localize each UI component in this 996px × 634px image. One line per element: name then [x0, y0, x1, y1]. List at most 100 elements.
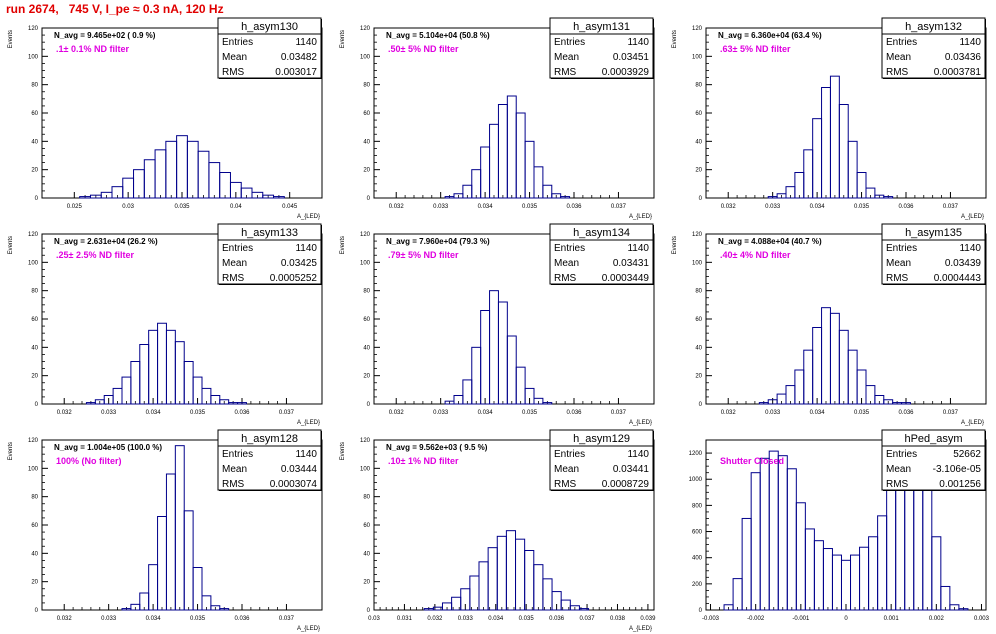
- histogram-bin: [931, 536, 942, 611]
- y-tick-label: 120: [360, 26, 371, 32]
- histogram-bin: [176, 135, 188, 199]
- histogram-bin: [487, 547, 498, 611]
- x-tick-label: 0.033: [433, 410, 449, 416]
- y-tick-label: 80: [31, 289, 38, 295]
- histogram-h_asym131: 0 20 40 60 80 100 120 0.032 0.033 0.034 0.035 0.036…: [340, 17, 655, 220]
- filter-label: .1± 0.1% ND filter: [56, 44, 129, 54]
- stats-box: [217, 223, 322, 285]
- filter-label: .63± 5% ND filter: [720, 44, 791, 54]
- y-tick-label: 400: [692, 556, 703, 562]
- x-tick-label: 0.04: [230, 204, 242, 210]
- histogram-bin: [868, 536, 879, 611]
- histogram-bin: [201, 595, 212, 611]
- stats-value: 0.001256: [939, 479, 981, 490]
- stats-title: hPed_asym: [904, 433, 962, 445]
- x-tick-label: 0.038: [610, 616, 626, 622]
- stats-title: h_asym132: [905, 21, 962, 33]
- stats-value: 0.03441: [613, 464, 650, 475]
- histogram-bin: [812, 118, 823, 199]
- n-avg-label: N_avg = 2.631e+04 (26.2 %): [54, 237, 158, 246]
- histogram-bin: [883, 196, 894, 199]
- histogram-bin: [471, 169, 482, 199]
- histogram-bin: [533, 397, 544, 405]
- stats-label: RMS: [554, 479, 577, 490]
- histogram-bin: [560, 599, 571, 611]
- x-tick-label: 0.032: [389, 204, 405, 210]
- histogram-bin: [901, 402, 911, 405]
- stats-label: Mean: [554, 52, 579, 63]
- y-tick-label: 20: [363, 580, 370, 586]
- histogram-bin: [838, 104, 849, 199]
- y-tick-label: 40: [363, 345, 370, 351]
- y-axis-title: Events: [8, 30, 14, 48]
- y-tick-label: 60: [363, 523, 370, 529]
- histogram-bin: [469, 575, 480, 611]
- histogram-bin: [794, 172, 805, 199]
- y-tick-label: 80: [363, 495, 370, 501]
- x-tick-label: 0.035: [522, 410, 538, 416]
- stats-value: 1140: [295, 37, 317, 48]
- y-tick-label: 0: [35, 608, 39, 614]
- histogram-bin: [192, 567, 203, 611]
- x-tick-label: 0.035: [190, 616, 206, 622]
- stats-label: RMS: [554, 273, 577, 284]
- x-tick-label: 0.003: [974, 616, 990, 622]
- stats-value: 0.03451: [613, 52, 650, 63]
- histogram-bin: [208, 162, 221, 199]
- x-tick-label: 0.033: [458, 616, 474, 622]
- y-tick-label: 0: [35, 402, 39, 408]
- histogram-bin: [777, 455, 788, 611]
- histogram-bin: [148, 564, 159, 611]
- y-tick-label: 20: [31, 580, 38, 586]
- y-tick-label: 40: [31, 139, 38, 145]
- histogram-bin: [219, 608, 230, 611]
- y-tick-label: 0: [699, 608, 703, 614]
- stats-title: h_asym134: [573, 227, 630, 239]
- stats-value: 0.0005252: [270, 273, 318, 284]
- histogram-bin: [578, 608, 590, 611]
- stats-box: [549, 223, 654, 285]
- x-axis-title: A_{LED}: [297, 214, 320, 220]
- y-tick-label: 100: [360, 54, 371, 60]
- y-tick-label: 40: [695, 139, 702, 145]
- stats-title: h_asym130: [241, 21, 298, 33]
- histogram-bin: [506, 95, 517, 199]
- histogram-bin: [542, 184, 553, 199]
- y-tick-label: 120: [692, 232, 703, 238]
- y-tick-label: 1000: [689, 477, 703, 483]
- stats-label: RMS: [222, 273, 245, 284]
- x-tick-label: 0.036: [549, 616, 565, 622]
- y-tick-label: 60: [363, 317, 370, 323]
- stats-label: Mean: [886, 464, 911, 475]
- filter-label: Shutter Closed: [720, 456, 784, 466]
- histogram-h_asym135: 0 20 40 60 80 100 120 0.032 0.033 0.034 0.035 0.036…: [672, 223, 987, 426]
- stats-value: 0.03436: [945, 52, 982, 63]
- histogram-bin: [759, 457, 770, 611]
- histogram-bin: [219, 172, 231, 199]
- stats-value: 0.0004443: [934, 273, 982, 284]
- run-title: run 2674, 745 V, I_pe ≈ 0.3 nA, 120 Hz: [6, 2, 224, 16]
- y-axis-title: Events: [340, 30, 346, 48]
- y-tick-label: 100: [360, 466, 371, 472]
- histogram-bin: [821, 307, 831, 405]
- y-tick-label: 1200: [689, 451, 703, 457]
- stats-label: RMS: [554, 67, 577, 78]
- histogram-bin: [219, 399, 230, 405]
- histogram-bin: [133, 169, 145, 199]
- histogram-bin: [462, 379, 473, 405]
- stats-label: RMS: [886, 479, 909, 490]
- stats-value: 1140: [959, 243, 981, 254]
- filter-label: .25± 2.5% ND filter: [56, 250, 134, 260]
- histogram-bin: [838, 329, 849, 405]
- stats-value: 1140: [627, 449, 649, 460]
- y-tick-label: 80: [31, 495, 38, 501]
- y-tick-label: 0: [367, 608, 371, 614]
- y-tick-label: 100: [28, 466, 39, 472]
- histogram-bin: [560, 196, 571, 199]
- histogram-bin: [210, 605, 221, 611]
- x-tick-label: 0.034: [146, 410, 162, 416]
- histogram-bin: [524, 140, 535, 199]
- stats-value: 1140: [295, 243, 317, 254]
- histogram-bin: [542, 578, 553, 611]
- x-axis-title: A_{LED}: [297, 626, 320, 632]
